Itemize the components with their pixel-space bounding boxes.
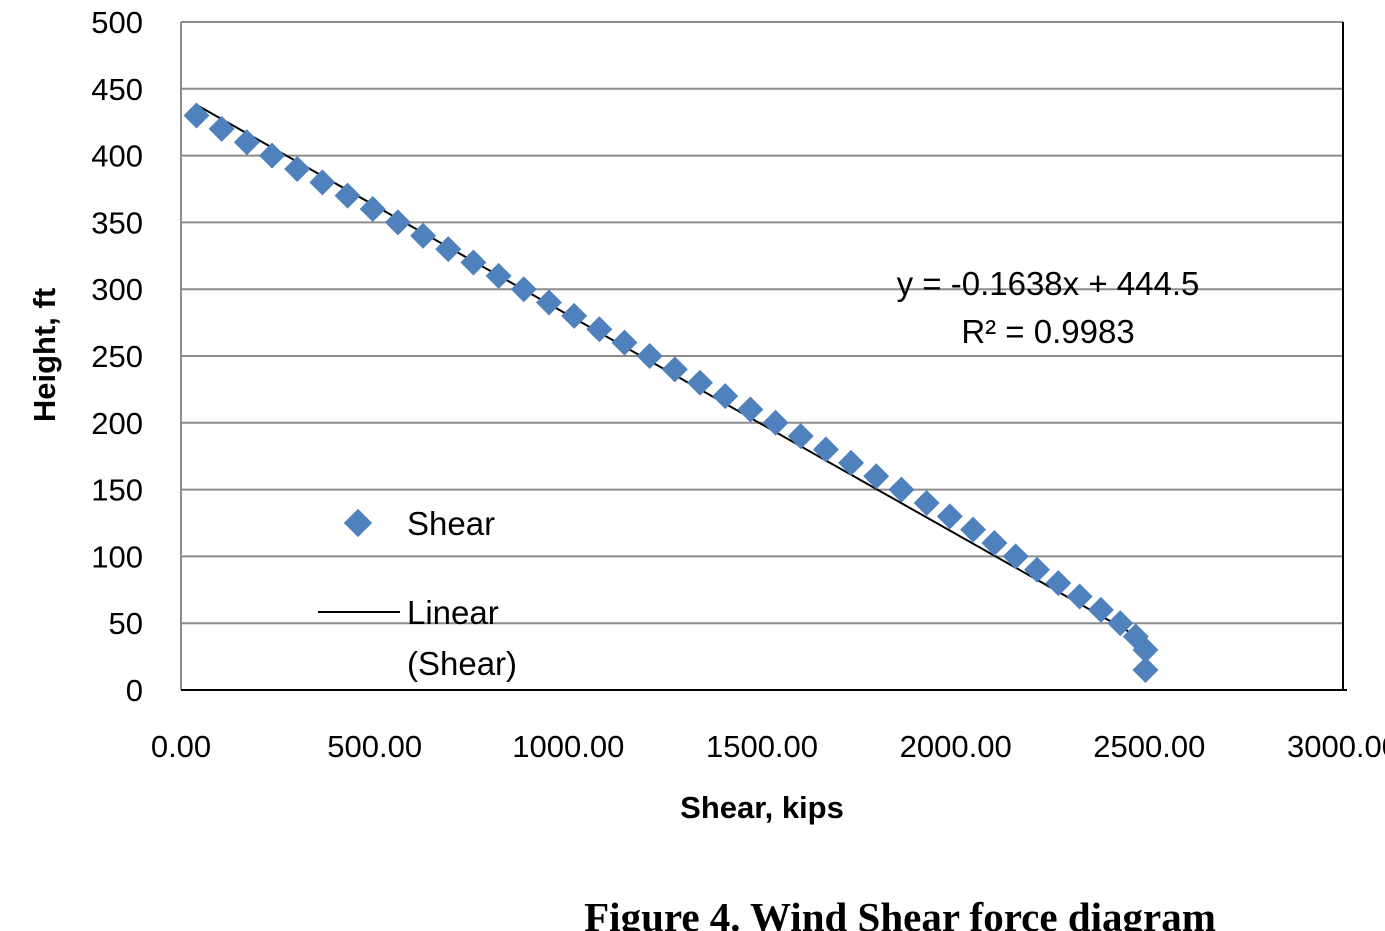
data-point-shear [334,182,361,209]
data-point-shear [1045,570,1072,597]
data-point-shear [981,530,1008,557]
data-point-shear [636,343,663,369]
data-point-shear [737,396,764,423]
y-tick-label: 0 [126,673,143,708]
figure-caption: Figure 4. Wind Shear force diagram [584,894,1216,931]
data-point-shear [561,302,588,329]
data-point-shear [838,449,865,476]
data-point-shear [460,249,487,276]
data-point-shear [1132,636,1159,663]
data-point-shear [410,222,437,249]
data-point-shear [687,369,714,396]
y-tick-label: 200 [91,406,143,441]
x-tick-label: 3000.00 [1287,729,1385,764]
data-point-shear [1087,596,1114,623]
y-tick-label: 250 [91,339,143,374]
x-tick-label: 0.00 [151,729,211,764]
x-tick-label: 2000.00 [900,729,1012,764]
data-point-shear [435,236,462,263]
data-point-shear [183,102,210,129]
data-point-shear [1132,656,1159,683]
data-point-shear [284,155,311,182]
data-point-shear [233,129,260,156]
data-point-shear [586,316,613,343]
data-point-shear [960,516,987,543]
x-tick-label: 1500.00 [706,729,818,764]
y-tick-label: 400 [91,139,143,174]
data-point-shear [1066,583,1093,610]
data-point-shear [913,489,940,516]
data-point-shear [712,383,739,410]
y-tick-label: 300 [91,272,143,307]
legend-label-shear: Shear [407,505,495,542]
data-point-shear [888,476,915,503]
data-point-shear [611,329,638,356]
data-point-shear [762,409,789,436]
data-point-shear [1002,543,1029,570]
trendline-r-squared: R² = 0.9983 [961,313,1134,350]
y-tick-label: 450 [91,72,143,107]
legend-label-linear: Linear [407,594,499,631]
data-point-shear [208,115,235,142]
data-point-shear [485,262,512,289]
legend-label-linear-shear: (Shear) [407,645,517,682]
data-point-shear [535,289,562,316]
data-point-shear [787,423,814,450]
data-point-shear [1024,556,1051,583]
legend: Shear Linear (Shear) [318,505,517,682]
data-point-shear [359,196,386,223]
data-point-shear [661,356,688,383]
data-point-shear [259,142,286,169]
data-point-shear [1107,610,1134,637]
data-point-shear [384,209,411,236]
y-tick-label: 500 [91,5,143,40]
y-tick-label: 350 [91,205,143,240]
data-point-shear [863,463,890,490]
legend-marker-shear [343,508,373,538]
x-tick-label: 1000.00 [512,729,624,764]
data-point-shear [936,503,963,530]
data-point-shear [812,436,839,463]
x-axis-title: Shear, kips [680,790,844,825]
y-tick-label: 50 [109,606,143,641]
trendline-equation: y = -0.1638x + 444.5 [897,265,1200,302]
y-tick-label: 100 [91,539,143,574]
data-point-shear [309,169,336,196]
x-tick-label: 500.00 [327,729,422,764]
y-tick-label: 150 [91,473,143,508]
y-axis-title: Height, ft [27,288,62,422]
x-tick-label: 2500.00 [1093,729,1205,764]
data-point-shear [510,276,537,303]
